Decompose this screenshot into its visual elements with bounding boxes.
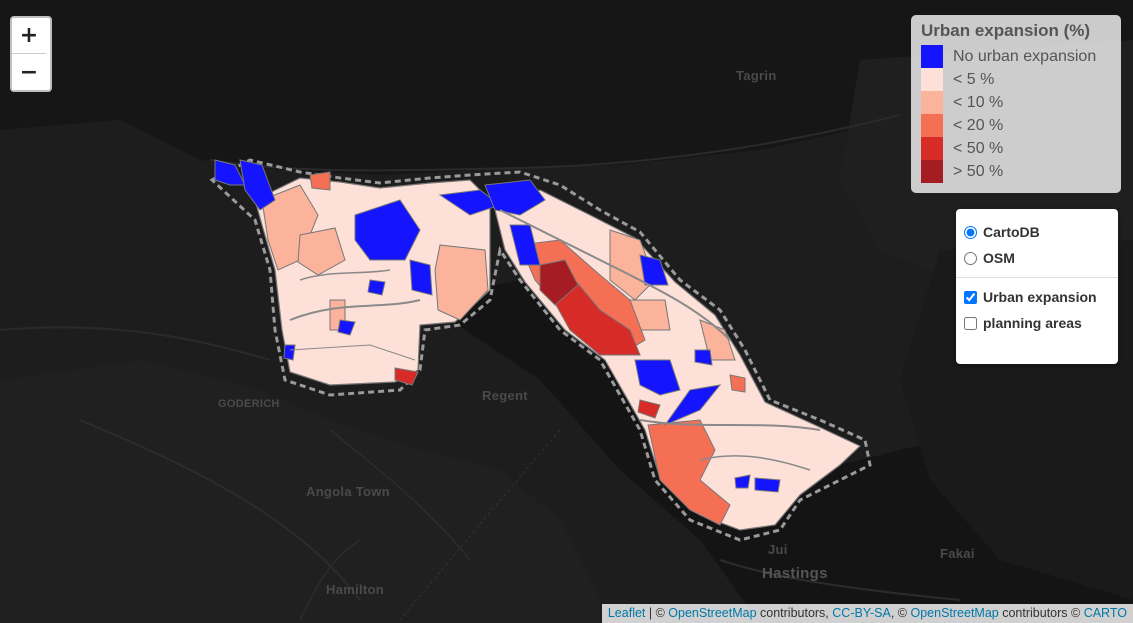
legend-item: < 50 % (921, 137, 1111, 160)
legend-swatch (921, 114, 943, 137)
place-label: Hastings (762, 565, 828, 582)
place-label: Jui (768, 542, 788, 557)
layer-label: CartoDB (983, 224, 1040, 240)
osm-link[interactable]: OpenStreetMap (668, 606, 757, 620)
overlay-option-urban-expansion[interactable]: Urban expansion (964, 284, 1110, 310)
attribution-text: | © (645, 606, 669, 620)
legend-item: < 20 % (921, 114, 1111, 137)
layer-label: planning areas (983, 315, 1082, 331)
planning-areas-checkbox[interactable] (964, 316, 977, 330)
zoom-in-button[interactable]: + (12, 18, 46, 54)
layer-label: OSM (983, 250, 1015, 266)
legend-swatch (921, 137, 943, 160)
overlay-option-planning-areas[interactable]: planning areas (964, 310, 1110, 336)
leaflet-link[interactable]: Leaflet (607, 606, 646, 620)
legend-label: < 20 % (953, 116, 1004, 134)
legend-label: No urban expansion (953, 47, 1097, 65)
legend-item: > 50 % (921, 160, 1111, 183)
layer-label: Urban expansion (983, 289, 1097, 305)
carto-link[interactable]: CARTO (1083, 606, 1127, 620)
layers-control: CartoDB OSM Urban expansion planning are… (956, 209, 1118, 364)
legend-title: Urban expansion (%) (921, 21, 1091, 40)
legend-item: No urban expansion (921, 45, 1111, 68)
legend-swatch (921, 68, 943, 91)
legend-swatch (921, 91, 943, 114)
layer-option-osm[interactable]: OSM (964, 245, 1110, 271)
legend-label: < 50 % (953, 139, 1004, 157)
attribution-text: contributors, (756, 606, 833, 620)
attribution-text: , © (890, 606, 911, 620)
legend-swatch (921, 160, 943, 183)
urban-expansion-checkbox[interactable] (964, 290, 977, 304)
layers-separator (956, 277, 1118, 278)
place-label: Hamilton (326, 582, 385, 597)
legend-label: > 50 % (953, 162, 1004, 180)
cartodb-radio[interactable] (964, 225, 977, 239)
zoom-control: + − (10, 16, 52, 92)
osm-link-2[interactable]: OpenStreetMap (910, 606, 999, 620)
attribution-text: contributors © (998, 606, 1084, 620)
place-label: Fakai (940, 546, 975, 561)
place-label: Regent (482, 388, 528, 403)
zoom-out-button[interactable]: − (12, 54, 46, 90)
license-link[interactable]: CC-BY-SA (832, 606, 891, 620)
place-label: Angola Town (306, 484, 390, 499)
osm-radio[interactable] (964, 251, 977, 265)
legend-label: < 10 % (953, 93, 1004, 111)
legend-swatch (921, 45, 943, 68)
legend-item: < 10 % (921, 91, 1111, 114)
legend-item: < 5 % (921, 68, 1111, 91)
layer-option-cartodb[interactable]: CartoDB (964, 219, 1110, 245)
place-label: Tagrin (736, 68, 777, 83)
attribution: Leaflet | © OpenStreetMap contributors, … (601, 604, 1133, 623)
place-label: GODERICH (218, 398, 280, 410)
legend-label: < 5 % (953, 70, 995, 88)
legend: Urban expansion (%) No urban expansion <… (911, 15, 1121, 193)
